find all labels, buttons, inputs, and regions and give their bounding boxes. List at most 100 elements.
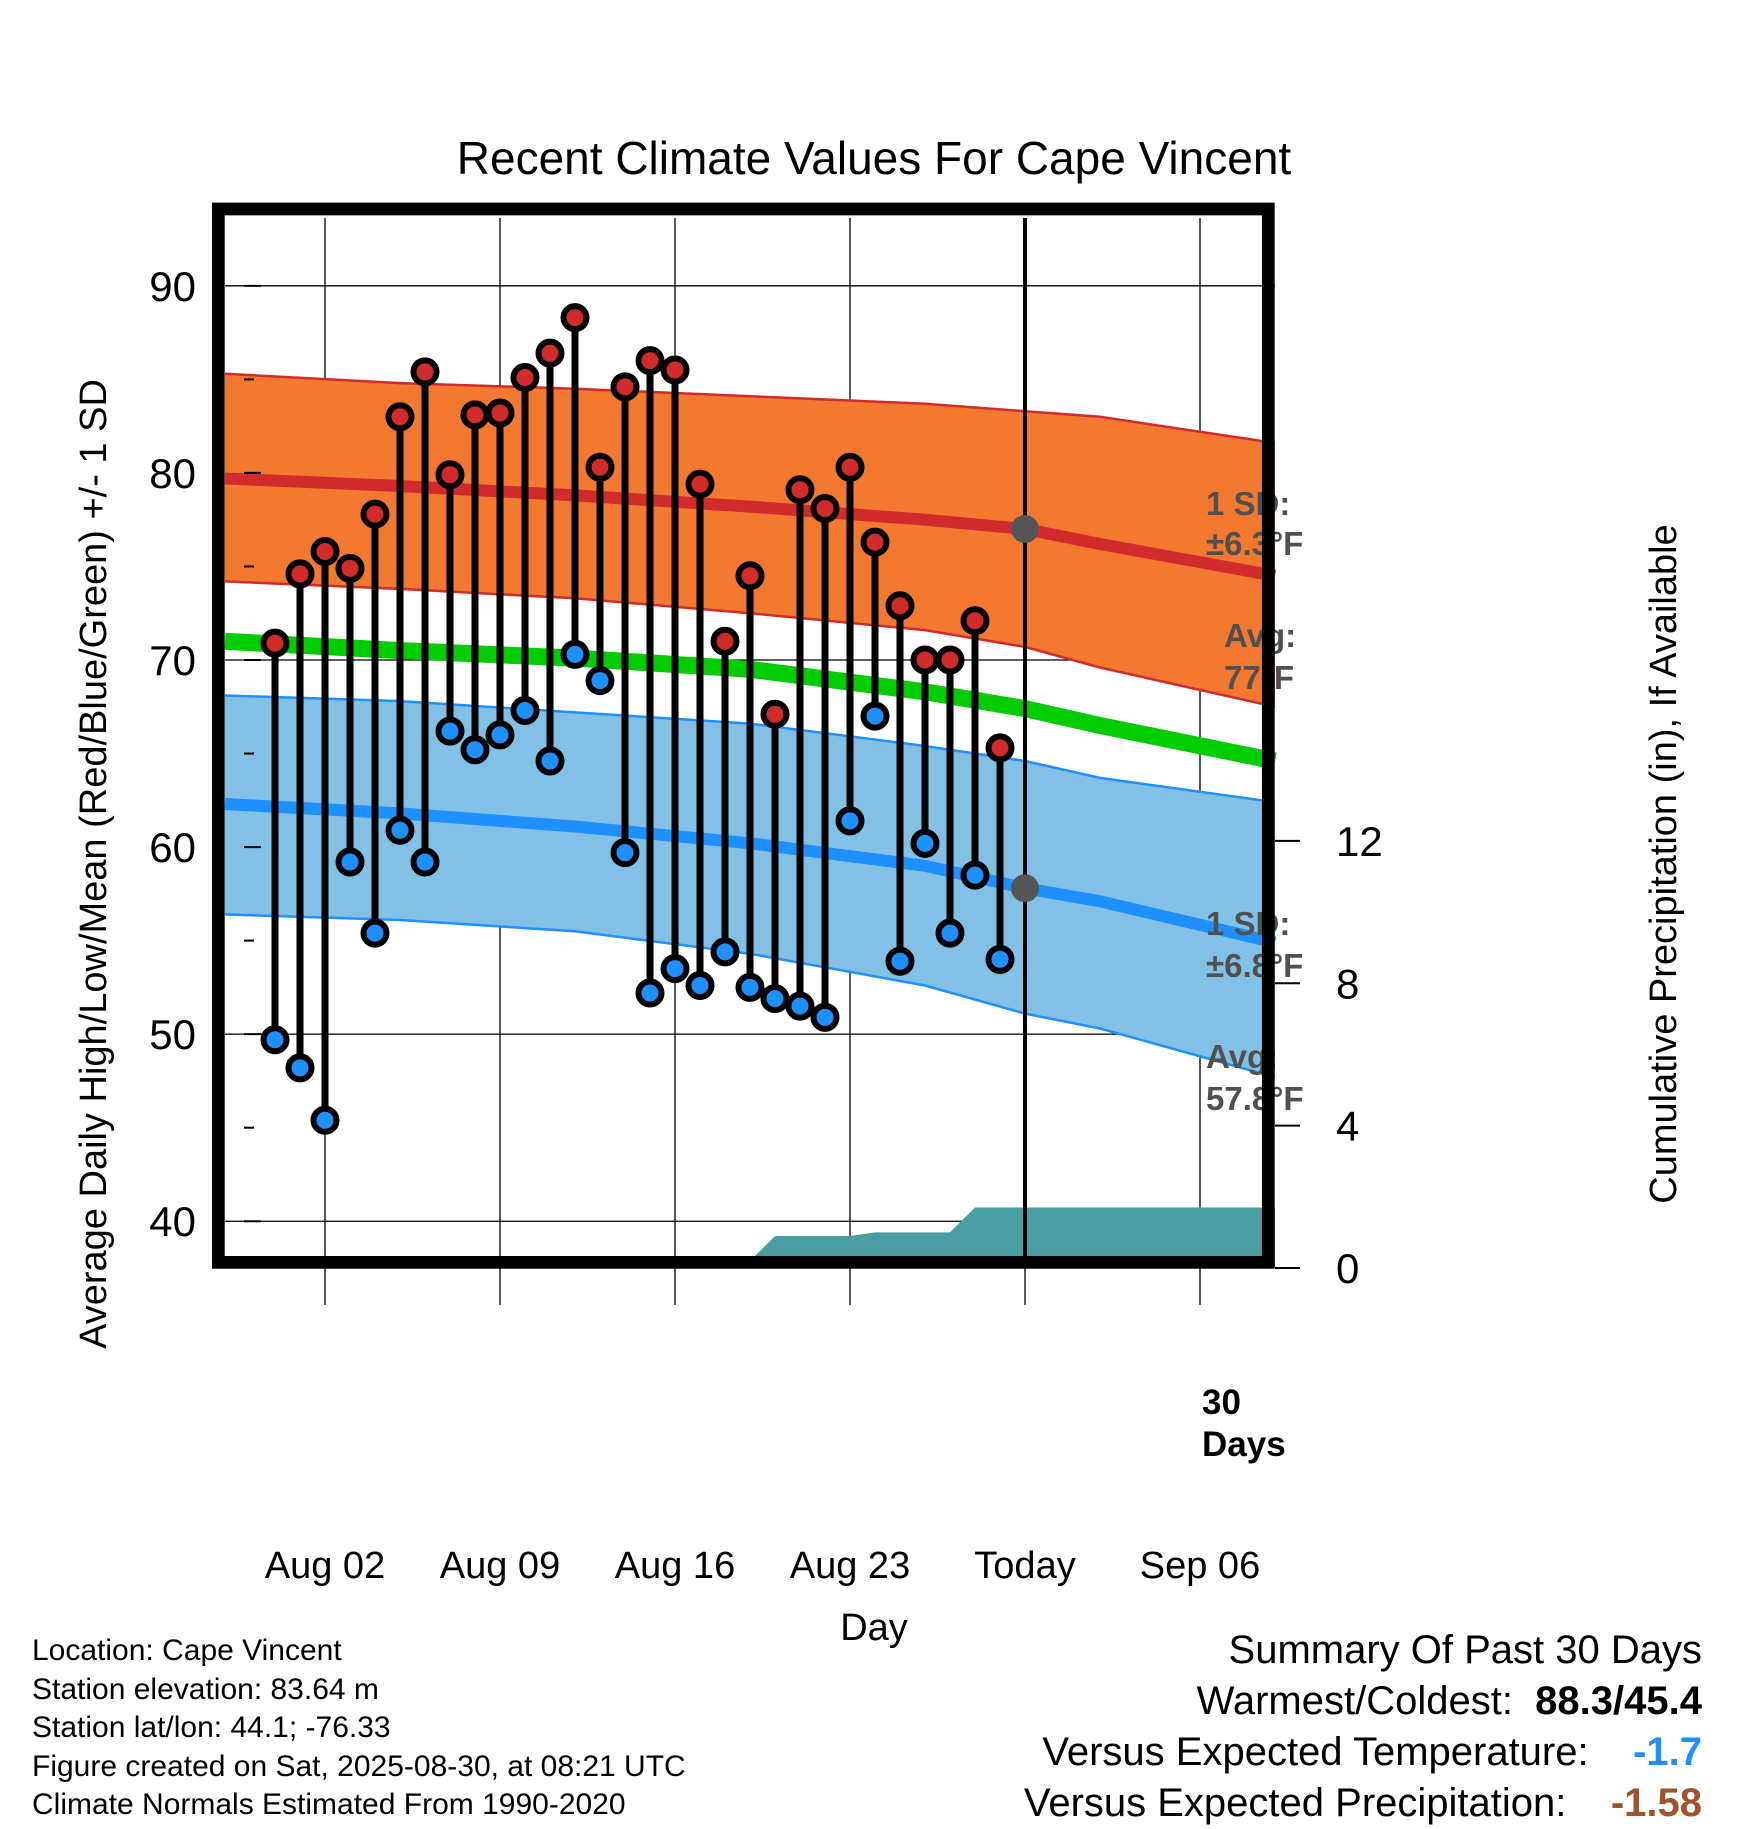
y2-tick-label-12: 12 (1336, 818, 1383, 865)
precip-days-number: 30 (1202, 1383, 1241, 1422)
latlon-text: Station lat/lon: 44.1; -76.33 (32, 1711, 391, 1744)
low-lower-edge (224, 913, 1276, 1079)
y2-tick-label-8: 8 (1336, 960, 1359, 1007)
low-upper-edge (224, 694, 1276, 804)
high-avg-today-dot (1011, 515, 1039, 544)
x-tick-label-aug-16: Aug 16 (615, 1545, 735, 1587)
high-marker-5 (385, 402, 415, 432)
low-marker-12 (560, 639, 590, 669)
y2-tick-label-4: 4 (1336, 1103, 1359, 1150)
high-marker-18 (710, 626, 740, 656)
high-marker-22 (810, 493, 840, 523)
low-marker-9 (485, 720, 515, 750)
high-marker-28 (960, 606, 990, 636)
low-marker-15 (635, 978, 665, 1008)
high-lower-edge (224, 580, 1276, 709)
low-marker-19 (735, 972, 765, 1002)
low-marker-26 (910, 828, 940, 858)
high-marker-13 (585, 452, 615, 482)
x-tick-label-aug-02: Aug 02 (265, 1545, 385, 1587)
low-marker-22 (810, 1002, 840, 1032)
low-marker-6 (410, 847, 440, 877)
high-marker-6 (410, 357, 440, 387)
low-marker-11 (535, 746, 565, 776)
y-tick-label-60: 60 (149, 824, 196, 871)
high-marker-3 (335, 553, 365, 583)
low-marker-23 (835, 806, 865, 836)
high-marker-29 (985, 733, 1015, 763)
y-tick-label-70: 70 (149, 637, 196, 684)
low-marker-20 (760, 984, 790, 1014)
location-text: Location: Cape Vincent (32, 1634, 342, 1667)
daily-markers (260, 303, 1015, 1135)
high-marker-27 (935, 645, 965, 675)
low-marker-14 (610, 838, 640, 868)
y2-axis-label: Cumulative Precipitation (in), If Availa… (1643, 524, 1685, 1203)
high-marker-9 (485, 398, 515, 428)
low-marker-8 (460, 735, 490, 765)
low-marker-5 (385, 815, 415, 845)
low-sd-value: ±6.8°F (1206, 947, 1303, 984)
high-sd-value: ±6.3°F (1206, 525, 1303, 562)
high-marker-26 (910, 645, 940, 675)
high-marker-15 (635, 346, 665, 376)
created-text: Figure created on Sat, 2025-08-30, at 08… (32, 1749, 686, 1783)
high-marker-7 (435, 460, 465, 490)
x-tick-label-aug-09: Aug 09 (440, 1545, 560, 1587)
high-marker-19 (735, 561, 765, 591)
high-avg-value: 77°F (1224, 659, 1294, 696)
high-marker-11 (535, 338, 565, 368)
summary-panel: Summary Of Past 30 Days Warmest/Coldest:… (1024, 1625, 1702, 1829)
high-marker-20 (760, 699, 790, 729)
low-marker-17 (685, 971, 715, 1001)
high-marker-2 (310, 536, 340, 566)
high-sd-label: 1 SD: (1206, 485, 1290, 522)
low-marker-3 (335, 847, 365, 877)
precip-fill (700, 1207, 1275, 1268)
high-marker-17 (685, 469, 715, 499)
low-marker-13 (585, 666, 615, 696)
low-marker-7 (435, 716, 465, 746)
high-sd-band (225, 373, 1275, 707)
mean-normal-line (224, 632, 1277, 770)
x-tick-label-aug-23: Aug 23 (790, 1545, 910, 1587)
elevation-text: Station elevation: 83.64 m (32, 1672, 379, 1706)
low-marker-18 (710, 937, 740, 967)
high-avg-label: Avg: (1224, 617, 1296, 654)
y-tick-label-40: 40 (149, 1198, 196, 1245)
plot-frame (211, 202, 1275, 1269)
high-marker-23 (835, 452, 865, 482)
x-tick-label-today: Today (974, 1545, 1075, 1587)
low-marker-28 (960, 860, 990, 890)
low-marker-0 (260, 1025, 290, 1055)
high-marker-0 (260, 628, 290, 658)
high-marker-4 (360, 499, 390, 529)
high-marker-12 (560, 303, 590, 333)
precip-label: Versus Expected Precipitation: (1023, 1781, 1567, 1825)
low-marker-10 (510, 696, 540, 726)
temp-value: -1.7 (1633, 1730, 1702, 1774)
warm-cold-value: 88.3/45.4 (1535, 1679, 1702, 1723)
summary-warm-cold-row: Warmest/Coldest: 88.3/45.4 (1024, 1676, 1702, 1727)
low-marker-27 (935, 918, 965, 948)
high-marker-14 (610, 372, 640, 402)
high-marker-10 (510, 363, 540, 393)
high-marker-21 (785, 475, 815, 505)
y2-tick-label-0: 0 (1336, 1245, 1359, 1292)
x-tick-label-sep-06: Sep 06 (1140, 1545, 1260, 1587)
low-normal-line (224, 798, 1277, 949)
warm-cold-label: Warmest/Coldest: (1196, 1679, 1513, 1723)
low-sd-label: 1 SD: (1206, 905, 1290, 942)
low-avg-value: 57.8°F (1206, 1080, 1304, 1117)
low-marker-24 (860, 701, 890, 731)
high-marker-24 (860, 527, 890, 557)
precip-value: -1.58 (1610, 1781, 1702, 1825)
plot-border (211, 202, 1275, 1269)
high-marker-1 (285, 559, 315, 589)
y-tick-label-50: 50 (149, 1011, 196, 1058)
high-marker-16 (660, 355, 690, 385)
y-axis-label: Average Daily High/Low/Mean (Red/Blue/Gr… (73, 379, 115, 1349)
summary-precip-row: Versus Expected Precipitation: -1.58 (1024, 1778, 1702, 1829)
